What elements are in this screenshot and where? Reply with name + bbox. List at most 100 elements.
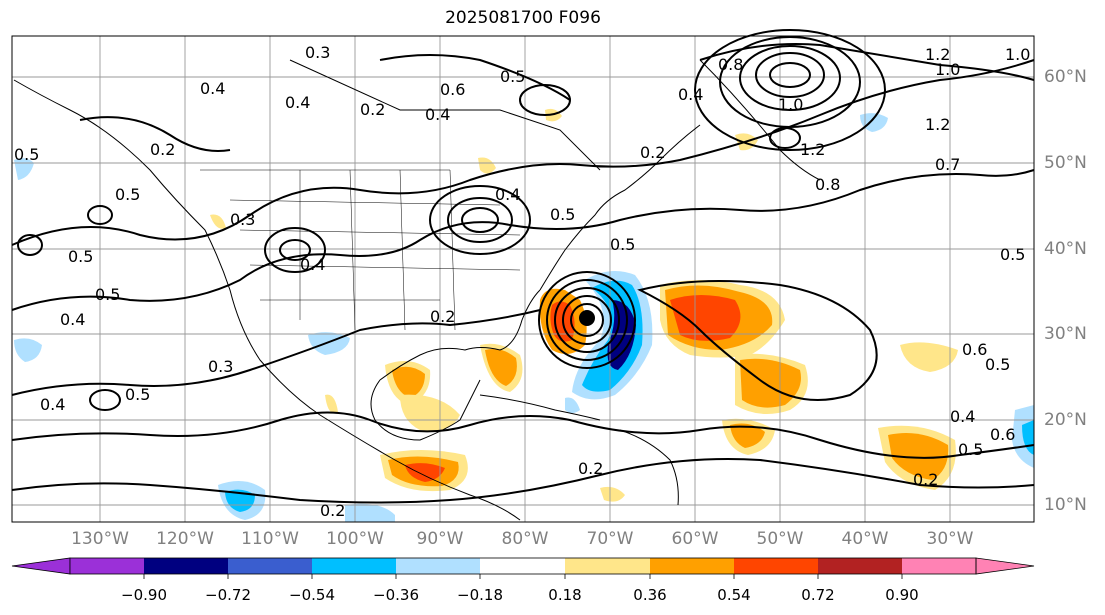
colorbar-segment bbox=[818, 558, 902, 574]
colorbar-segment bbox=[228, 558, 312, 574]
lat-label: 20°N bbox=[1044, 410, 1087, 430]
contour-label: 0.2 bbox=[913, 470, 938, 489]
lon-label: 100°W bbox=[326, 529, 384, 549]
colorbar-tick-label: 0.36 bbox=[633, 586, 667, 604]
contour-label: 0.3 bbox=[230, 210, 255, 229]
contour-lines bbox=[11, 29, 1035, 504]
lat-label: 40°N bbox=[1044, 239, 1087, 259]
colorbar-segment bbox=[565, 558, 650, 574]
contour-label: 0.4 bbox=[950, 407, 975, 426]
contour-label: 0.5 bbox=[550, 205, 575, 224]
contour-label-group: 0.3 0.4 0.4 0.2 0.6 0.5 0.4 0.5 0.2 0.5 … bbox=[14, 43, 1030, 520]
lon-label: 50°W bbox=[756, 529, 804, 549]
contour-label: 0.7 bbox=[935, 155, 960, 174]
lon-label: 80°W bbox=[501, 529, 549, 549]
contour-label: 0.5 bbox=[125, 385, 150, 404]
anomaly-patch-lightblue bbox=[14, 338, 42, 362]
anomaly-patch-orange bbox=[392, 366, 425, 398]
contour-label: 0.8 bbox=[815, 175, 840, 194]
colorbar-tick-label: −0.90 bbox=[121, 586, 167, 604]
colorbar-segment bbox=[312, 558, 396, 574]
lon-label: 120°W bbox=[156, 529, 214, 549]
map-title: 2025081700 F096 bbox=[445, 8, 601, 28]
contour-label: 0.4 bbox=[200, 79, 225, 98]
lon-label: 130°W bbox=[71, 529, 129, 549]
colorbar-segment bbox=[902, 558, 976, 574]
anomaly-patch-red bbox=[670, 295, 741, 341]
contour-label: 0.5 bbox=[985, 355, 1010, 374]
lon-label: 90°W bbox=[416, 529, 464, 549]
anomaly-patch-yellow bbox=[325, 394, 338, 414]
contour-label: 0.2 bbox=[360, 100, 385, 119]
contour-label: 0.5 bbox=[68, 247, 93, 266]
lon-label: 110°W bbox=[241, 529, 299, 549]
colorbar-segment bbox=[480, 558, 565, 574]
colorbar-tick-label: −0.18 bbox=[457, 586, 503, 604]
contour-label: 0.4 bbox=[285, 93, 310, 112]
colorbar-over-arrow bbox=[975, 557, 1035, 575]
graticule bbox=[12, 36, 1034, 522]
contour-label: 0.2 bbox=[320, 501, 345, 520]
contour-label: 0.4 bbox=[495, 185, 520, 204]
contour-label: 0.2 bbox=[578, 459, 603, 478]
contour-label: 0.4 bbox=[60, 310, 85, 329]
contour-label: 1.2 bbox=[925, 45, 950, 64]
colorbar-tick-label: −0.54 bbox=[289, 586, 335, 604]
colorbar-tick-label: 0.54 bbox=[717, 586, 751, 604]
contour-label: 1.2 bbox=[800, 140, 825, 159]
contour-label: 1.0 bbox=[935, 60, 960, 79]
contour-label: 1.2 bbox=[925, 115, 950, 134]
contour-label: 0.6 bbox=[440, 80, 465, 99]
contour-label: 0.5 bbox=[958, 440, 983, 459]
contour-label: 0.6 bbox=[990, 425, 1015, 444]
anomaly-patch-orange bbox=[888, 432, 949, 480]
colorbar-segment bbox=[396, 558, 480, 574]
contour-label: 0.8 bbox=[718, 55, 743, 74]
lat-label: 10°N bbox=[1044, 495, 1087, 515]
contour-label: 0.2 bbox=[150, 140, 175, 159]
anomaly-patch-yellow bbox=[400, 394, 460, 431]
colorbar-tick-label: 0.72 bbox=[801, 586, 835, 604]
colorbar-segment bbox=[144, 558, 228, 574]
contour-label: 0.3 bbox=[305, 43, 330, 62]
lat-label: 50°N bbox=[1044, 153, 1087, 173]
contour-label: 0.5 bbox=[610, 235, 635, 254]
contour-label: 0.2 bbox=[430, 307, 455, 326]
lat-label: 60°N bbox=[1044, 67, 1087, 87]
contour-label: 1.0 bbox=[778, 95, 803, 114]
anomaly-patch-yellow bbox=[600, 486, 625, 502]
anomaly-patch-blue bbox=[225, 489, 255, 512]
lon-label: 70°W bbox=[586, 529, 634, 549]
contour-label: 0.5 bbox=[500, 67, 525, 86]
map-frame bbox=[11, 35, 1035, 523]
lon-label: 30°W bbox=[926, 529, 974, 549]
colorbar bbox=[11, 557, 1035, 579]
anomaly-patch-lightblue bbox=[14, 158, 34, 180]
storm-center-marker bbox=[579, 310, 595, 326]
contour-label: 0.5 bbox=[14, 145, 39, 164]
contour-label: 0.4 bbox=[425, 105, 450, 124]
anomaly-patch-lightblue bbox=[565, 397, 580, 413]
colorbar-tick-label: 0.90 bbox=[885, 586, 919, 604]
shaded-anomalies bbox=[14, 108, 1034, 522]
lat-label: 30°N bbox=[1044, 324, 1087, 344]
anomaly-patch-orange bbox=[730, 423, 765, 448]
contour-label: 0.2 bbox=[640, 143, 665, 162]
anomaly-patch-darkblue bbox=[607, 300, 636, 370]
colorbar-segment bbox=[734, 558, 818, 574]
contour-label: 0.5 bbox=[1000, 245, 1025, 264]
anomaly-patch-yellow bbox=[210, 214, 226, 229]
lon-label: 40°W bbox=[841, 529, 889, 549]
state-borders bbox=[200, 169, 521, 331]
anomaly-patch-orange bbox=[740, 358, 801, 408]
anomaly-patch-yellow bbox=[900, 342, 958, 372]
contour-label: 0.4 bbox=[300, 255, 325, 274]
contour-label: 0.4 bbox=[40, 395, 65, 414]
anomaly-patch-red bbox=[405, 463, 445, 482]
contour-label: 0.5 bbox=[95, 285, 120, 304]
anomaly-patch-orange bbox=[485, 349, 517, 386]
contour-label: 0.5 bbox=[115, 185, 140, 204]
colorbar-tick-label: −0.72 bbox=[205, 586, 251, 604]
contour-label: 0.3 bbox=[208, 357, 233, 376]
